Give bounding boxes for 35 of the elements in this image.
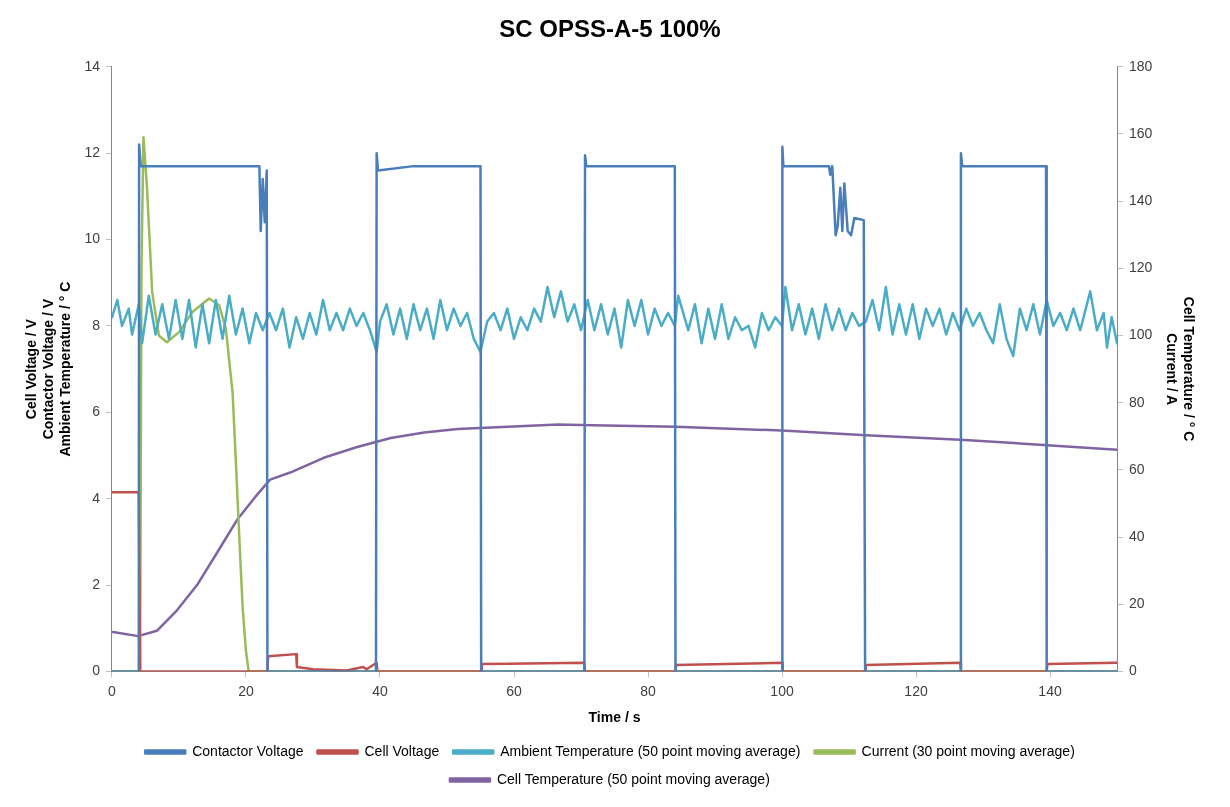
legend-label: Cell Voltage	[364, 742, 440, 759]
legend-label: Cell Temperature (50 point moving average)	[496, 770, 770, 787]
x-tick-label: 140	[1038, 682, 1062, 699]
y2-tick-label: 40	[1129, 527, 1145, 544]
y2-tick-label: 180	[1129, 57, 1153, 74]
y2-tick-label: 100	[1129, 326, 1153, 343]
legend-label: Current (30 point moving average)	[861, 742, 1075, 759]
x-tick-label: 40	[372, 682, 388, 699]
y-tick-label: 12	[84, 144, 101, 161]
y-tick-label: 2	[92, 575, 101, 592]
y-tick-label: 8	[92, 316, 101, 333]
x-tick-label: 60	[506, 682, 522, 699]
y2-tick-label: 20	[1129, 595, 1145, 612]
y-axis-title: Cell Voltage / V Contactor Voltage / V Ambient Temperature / ° C	[23, 281, 73, 457]
legend-label: Ambient Temperature (50 point moving average)	[500, 742, 801, 759]
y2-tick-label: 120	[1129, 259, 1153, 276]
x-tick-label: 0	[108, 682, 117, 699]
y-tick-label: 14	[84, 57, 101, 74]
x-axis-title: Time / s	[588, 709, 641, 726]
x-tick-label: 120	[904, 682, 928, 699]
y-tick-label: 10	[84, 230, 101, 247]
chart-title: SC OPSS-A-5 100%	[499, 15, 721, 43]
legend-label: Contactor Voltage	[192, 742, 304, 759]
y2-tick-label: 60	[1129, 460, 1145, 477]
y2-tick-label: 80	[1129, 393, 1145, 410]
y2-tick-label: 0	[1129, 662, 1138, 679]
y-tick-label: 6	[92, 403, 101, 420]
x-tick-label: 80	[640, 682, 657, 699]
y2-tick-label: 140	[1129, 192, 1153, 209]
y2-axis-title: Cell Temperature / ° C Current / A	[1163, 296, 1197, 442]
y2-tick-label: 160	[1129, 124, 1153, 141]
y-tick-label: 4	[92, 489, 101, 506]
x-tick-label: 100	[770, 682, 794, 699]
x-tick-label: 20	[238, 682, 254, 699]
y-tick-label: 0	[92, 662, 101, 679]
